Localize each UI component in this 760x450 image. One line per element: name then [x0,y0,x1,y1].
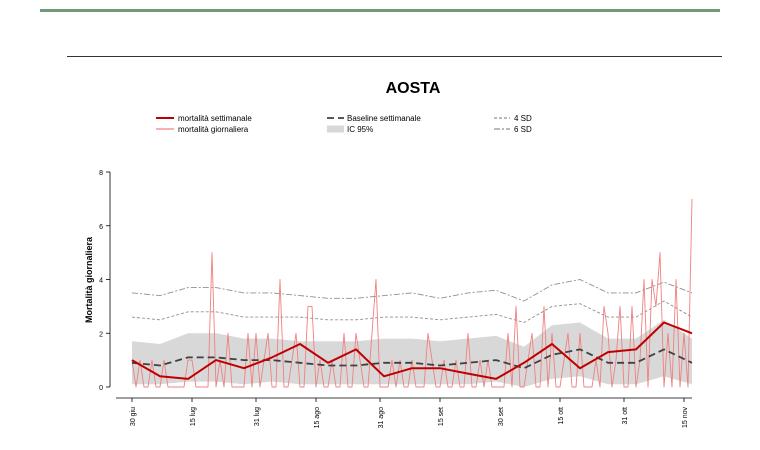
x-tick-label: 31 lug [254,407,261,426]
y-tick-label: 0 [99,385,103,392]
legend-swatch-ci [327,125,344,133]
series-line-sd4 [131,300,693,323]
x-tick-label: 31 ago [378,407,385,429]
y-tick-label: 8 [99,170,103,177]
header-separator [67,56,722,57]
plot-area [131,198,693,388]
chart-legend: mortalità settimanale mortalità giornalie… [156,114,532,134]
series-line-weekly [131,321,693,380]
legend-label: IC 95% [347,125,373,134]
x-tick-label: 30 giu [130,407,137,426]
y-tick-label: 6 [99,224,103,231]
series-line-sd6 [131,279,693,302]
y-axis: 0 2 4 6 8 [99,170,111,392]
x-tick-label: 15 lug [190,407,197,426]
legend-label: 4 SD [514,114,532,123]
legend-label: mortalità settimanale [178,114,252,123]
x-tick-label: 31 ott [622,407,629,425]
x-tick-label: 15 ago [314,407,321,429]
x-tick-label: 30 set [498,407,505,426]
top-divider [40,9,720,12]
legend-label: Baseline settimanale [347,114,421,123]
x-tick-label: 15 nov [682,407,689,429]
y-tick-label: 2 [99,331,103,338]
x-tick-label: 15 ott [558,407,565,425]
x-tick-label: 15 set [438,407,445,426]
legend-label: mortalità giornaliera [178,125,249,134]
chart-title: AOSTA [386,80,441,97]
y-tick-label: 4 [99,278,103,285]
y-axis-label: Mortalità giornaliera [84,236,94,323]
series-line-daily [131,198,693,388]
legend-label: 6 SD [514,125,532,134]
x-axis: 30 giu 15 lug 31 lug 15 ago 31 ago 15 set 30 s… [116,397,692,429]
